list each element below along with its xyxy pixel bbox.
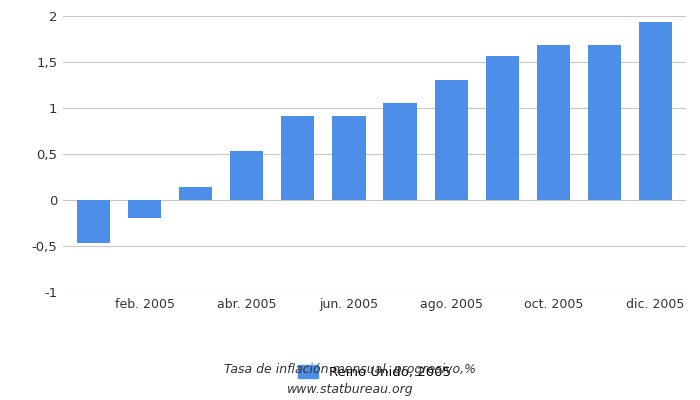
- Bar: [537, 44, 570, 200]
- Legend: Reino Unido, 2005: Reino Unido, 2005: [293, 359, 456, 384]
- Bar: [77, 200, 110, 243]
- Bar: [639, 22, 672, 200]
- Bar: [332, 116, 365, 200]
- Text: www.statbureau.org: www.statbureau.org: [287, 384, 413, 396]
- Bar: [230, 151, 263, 200]
- Bar: [128, 200, 161, 218]
- Bar: [588, 44, 621, 200]
- Bar: [281, 116, 314, 200]
- Bar: [384, 103, 416, 200]
- Bar: [486, 56, 519, 200]
- Bar: [179, 187, 212, 200]
- Text: Tasa de inflación mensual, progresivo,%: Tasa de inflación mensual, progresivo,%: [224, 364, 476, 376]
- Bar: [435, 80, 468, 200]
